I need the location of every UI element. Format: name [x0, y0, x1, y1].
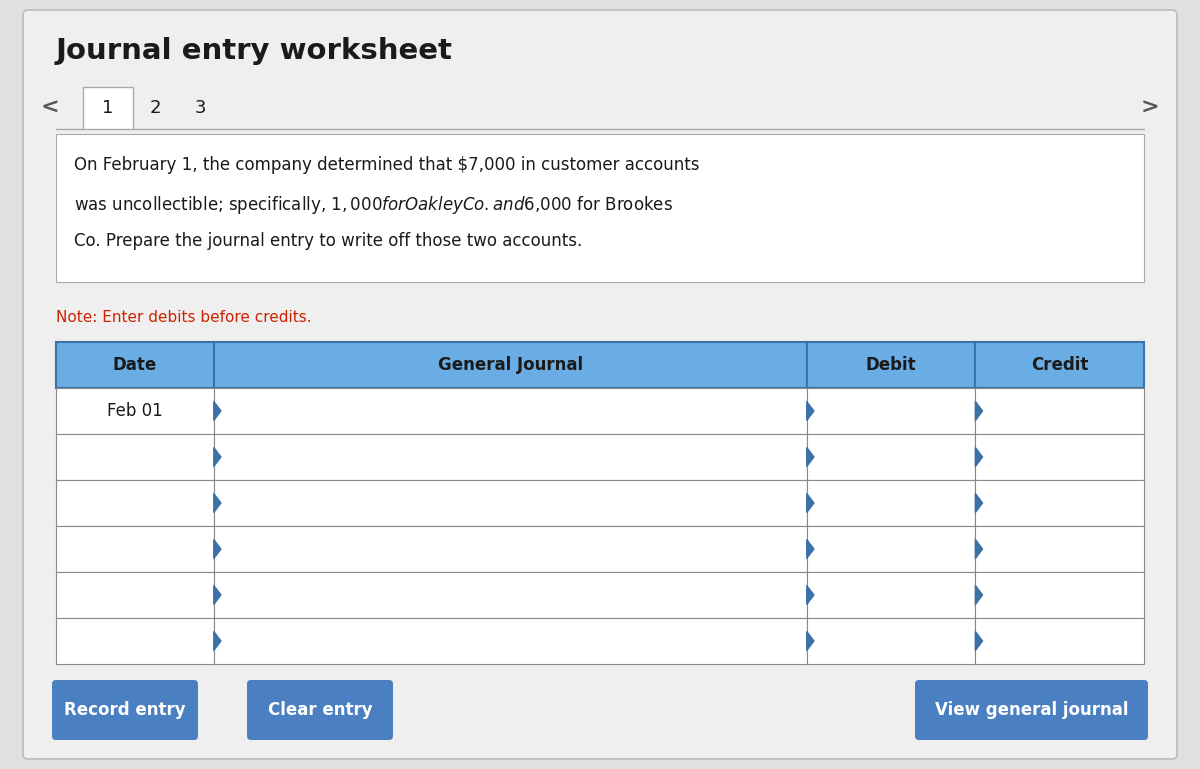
FancyBboxPatch shape	[976, 572, 1144, 618]
FancyBboxPatch shape	[56, 526, 214, 572]
Text: View general journal: View general journal	[935, 701, 1128, 719]
FancyBboxPatch shape	[83, 87, 133, 129]
Text: Date: Date	[113, 356, 157, 374]
FancyBboxPatch shape	[214, 342, 806, 388]
FancyBboxPatch shape	[806, 434, 976, 480]
Text: On February 1, the company determined that $7,000 in customer accounts: On February 1, the company determined th…	[74, 156, 700, 174]
Polygon shape	[976, 448, 983, 467]
FancyBboxPatch shape	[56, 342, 214, 388]
Polygon shape	[806, 540, 814, 558]
Text: Note: Enter debits before credits.: Note: Enter debits before credits.	[56, 310, 312, 325]
Text: 3: 3	[194, 99, 205, 117]
Text: Credit: Credit	[1031, 356, 1088, 374]
FancyBboxPatch shape	[214, 526, 806, 572]
FancyBboxPatch shape	[976, 434, 1144, 480]
FancyBboxPatch shape	[56, 134, 1144, 282]
Polygon shape	[806, 631, 814, 651]
Text: <: <	[41, 98, 59, 118]
Text: Co. Prepare the journal entry to write off those two accounts.: Co. Prepare the journal entry to write o…	[74, 232, 582, 250]
FancyBboxPatch shape	[214, 572, 806, 618]
Text: Journal entry worksheet: Journal entry worksheet	[56, 37, 452, 65]
FancyBboxPatch shape	[52, 680, 198, 740]
FancyBboxPatch shape	[56, 388, 214, 434]
Polygon shape	[214, 631, 221, 651]
Text: Feb 01: Feb 01	[107, 402, 163, 420]
Polygon shape	[976, 540, 983, 558]
Text: Clear entry: Clear entry	[268, 701, 372, 719]
FancyBboxPatch shape	[976, 342, 1144, 388]
FancyBboxPatch shape	[976, 526, 1144, 572]
Polygon shape	[214, 401, 221, 421]
FancyBboxPatch shape	[976, 480, 1144, 526]
Text: >: >	[1141, 98, 1159, 118]
Polygon shape	[214, 585, 221, 604]
FancyBboxPatch shape	[214, 434, 806, 480]
FancyBboxPatch shape	[56, 618, 214, 664]
FancyBboxPatch shape	[806, 526, 976, 572]
Text: Debit: Debit	[865, 356, 917, 374]
FancyBboxPatch shape	[806, 342, 976, 388]
Polygon shape	[214, 494, 221, 512]
Text: Record entry: Record entry	[64, 701, 186, 719]
Polygon shape	[806, 448, 814, 467]
FancyBboxPatch shape	[976, 388, 1144, 434]
Text: General Journal: General Journal	[438, 356, 583, 374]
FancyBboxPatch shape	[23, 10, 1177, 759]
Polygon shape	[806, 401, 814, 421]
FancyBboxPatch shape	[976, 618, 1144, 664]
FancyBboxPatch shape	[214, 388, 806, 434]
Text: 1: 1	[102, 99, 114, 117]
FancyBboxPatch shape	[806, 388, 976, 434]
Text: 2: 2	[149, 99, 161, 117]
Polygon shape	[976, 585, 983, 604]
Polygon shape	[214, 540, 221, 558]
Polygon shape	[976, 401, 983, 421]
FancyBboxPatch shape	[806, 480, 976, 526]
Polygon shape	[976, 631, 983, 651]
FancyBboxPatch shape	[56, 480, 214, 526]
Polygon shape	[976, 494, 983, 512]
FancyBboxPatch shape	[56, 434, 214, 480]
FancyBboxPatch shape	[806, 618, 976, 664]
Polygon shape	[806, 494, 814, 512]
FancyBboxPatch shape	[916, 680, 1148, 740]
FancyBboxPatch shape	[214, 618, 806, 664]
Polygon shape	[806, 585, 814, 604]
Polygon shape	[214, 448, 221, 467]
FancyBboxPatch shape	[56, 572, 214, 618]
Text: was uncollectible; specifically, $1,000 for Oakley Co. and $6,000 for Brookes: was uncollectible; specifically, $1,000 …	[74, 194, 673, 216]
FancyBboxPatch shape	[214, 480, 806, 526]
FancyBboxPatch shape	[806, 572, 976, 618]
FancyBboxPatch shape	[247, 680, 394, 740]
